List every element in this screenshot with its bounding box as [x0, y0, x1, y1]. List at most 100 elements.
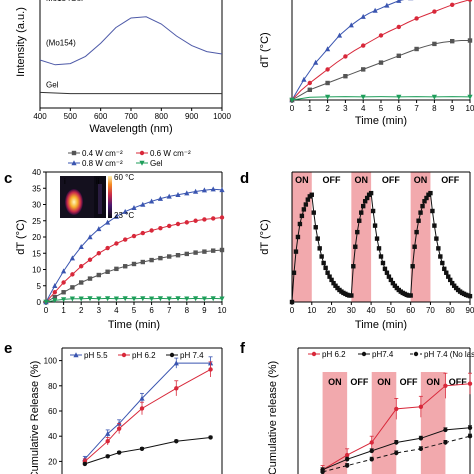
- chart-d-data-point: [368, 190, 374, 196]
- chart-a-series-label: Gel: [46, 81, 59, 90]
- chart-e-y-tick-label: 80: [48, 382, 57, 391]
- chart-d-data-point: [408, 293, 413, 298]
- chart-d-data-point: [317, 246, 322, 251]
- chart-c-x-tick-label: 1: [61, 306, 66, 315]
- chart-c-legend-marker: [71, 150, 77, 156]
- chart-d-data-point: [414, 229, 419, 235]
- chart-b-data-point: [384, 2, 390, 8]
- chart-d-data-point: [291, 270, 297, 275]
- chart-c-data-point: [175, 253, 181, 258]
- chart-d-data-point: [424, 195, 429, 201]
- chart-c-data-point: [79, 280, 84, 285]
- chart-c-data-point: [175, 191, 181, 197]
- chart-c-inset-max-temp: 60 °C: [114, 173, 134, 182]
- chart-c-legend-marker: [139, 160, 145, 166]
- chart-b-data-point: [360, 94, 366, 100]
- chart-a-series-label: (Mo154): [46, 39, 76, 48]
- chart-d-on-band: [351, 172, 372, 302]
- chart-c-data-point: [184, 296, 190, 302]
- chart-b-data-point: [396, 94, 402, 100]
- chart-d-data-point: [293, 249, 299, 254]
- chart-d-on-label: ON: [414, 175, 428, 185]
- chart-c-y-tick-label: 30: [32, 201, 41, 210]
- chart-d-data-point: [311, 210, 316, 215]
- chart-c-data-point: [140, 296, 146, 302]
- chart-d-data-point: [321, 260, 326, 266]
- chart-d-data-point: [370, 208, 376, 214]
- chart-c-y-tick-label: 35: [32, 184, 41, 193]
- chart-b-data-point: [307, 87, 312, 92]
- chart-e-data-point: [116, 450, 122, 455]
- chart-f-on-band: [322, 372, 348, 474]
- chart-c-data-point: [105, 245, 110, 251]
- chart-c-data-point: [123, 237, 128, 242]
- chart-b-data-point: [307, 80, 312, 86]
- chart-c-data-point: [61, 268, 67, 274]
- chart-e-data-point: [82, 461, 88, 467]
- chart-d-x-label: Time (min): [355, 319, 407, 331]
- chart-e-y-label: Cumulative Release (%): [29, 361, 41, 474]
- chart-c-data-point: [193, 218, 198, 223]
- chart-b-data-point: [361, 67, 366, 72]
- chart-f-off-label: OFF: [400, 377, 418, 387]
- chart-c-data-point: [43, 299, 49, 305]
- chart-f-data-point: [443, 427, 448, 433]
- chart-c-power-density: 0 1 2 3 4 5 6 7 8 9 10 0 5 10 15 20 25 30 35 40 Time (min) dT…: [15, 149, 227, 331]
- chart-d-data-point: [359, 210, 364, 215]
- chart-b-data-point: [467, 38, 473, 43]
- chart-d-data-point: [355, 229, 360, 235]
- chart-b-data-point: [360, 13, 366, 19]
- chart-d-on-label: ON: [354, 175, 368, 185]
- chart-e-data-point: [173, 360, 179, 366]
- chart-a-x-tick-label: 600: [94, 112, 108, 121]
- chart-d-data-point: [430, 208, 435, 214]
- chart-d-data-point: [349, 293, 354, 298]
- chart-c-inset-colorbar: [108, 176, 112, 218]
- chart-d-data-point: [376, 246, 382, 251]
- chart-d-data-point: [357, 218, 362, 223]
- chart-e-data-point: [105, 454, 110, 459]
- chart-c-data-point: [131, 233, 137, 239]
- chart-f-release-laser: ON ON ON OFF OFF OFF Cumulative release (%) pH …: [267, 347, 474, 474]
- chart-c-y-tick-label: 25: [32, 217, 41, 226]
- chart-f-data-point: [418, 446, 424, 451]
- chart-e-y-tick-label: 40: [48, 432, 57, 441]
- chart-f-data-point: [443, 440, 448, 445]
- chart-c-inset-hotspot: [65, 189, 83, 215]
- chart-e-legend-label: pH 6.2: [132, 351, 156, 360]
- chart-e-series-line: [84, 437, 211, 465]
- chart-d-data-point: [418, 210, 423, 215]
- chart-f-legend-label: pH 6.2: [322, 350, 346, 359]
- chart-c-x-tick-label: 4: [114, 306, 119, 315]
- chart-b-x-label: Time (min): [355, 115, 407, 127]
- chart-c-data-point: [140, 201, 146, 207]
- chart-d-x-tick-label: 80: [446, 306, 455, 315]
- chart-e-legend-label: pH 5.5: [84, 351, 108, 360]
- chart-c-data-point: [175, 221, 181, 227]
- chart-d-x-tick-label: 20: [327, 306, 336, 315]
- chart-c-data-point: [96, 251, 102, 256]
- chart-b-data-point: [450, 2, 455, 8]
- chart-b-data-point: [325, 46, 331, 52]
- chart-c-y-tick-label: 15: [32, 249, 41, 258]
- chart-d-data-point: [289, 299, 295, 305]
- chart-f-data-point: [394, 440, 399, 445]
- chart-b-x-tick-label: 9: [450, 104, 455, 113]
- chart-d-data-point: [428, 190, 433, 196]
- chart-d-data-point: [442, 266, 447, 272]
- chart-b-series-line: [291, 40, 470, 101]
- chart-f-data-point: [320, 469, 325, 474]
- chart-d-data-point: [444, 270, 449, 275]
- chart-b-data-point: [378, 33, 384, 38]
- chart-f-data-point: [394, 450, 399, 456]
- chart-b-y-label: dT (°C): [259, 32, 271, 67]
- chart-c-data-point: [61, 297, 67, 303]
- chart-d-data-point: [372, 223, 378, 228]
- panel-letter-c: c: [4, 170, 12, 187]
- chart-b-data-point: [378, 60, 384, 65]
- chart-b-x-tick-label: 2: [325, 104, 330, 113]
- chart-b-series-line: [291, 0, 471, 101]
- chart-f-on-label: ON: [426, 377, 440, 387]
- chart-d-data-point: [390, 280, 396, 286]
- chart-c-data-point: [219, 247, 225, 253]
